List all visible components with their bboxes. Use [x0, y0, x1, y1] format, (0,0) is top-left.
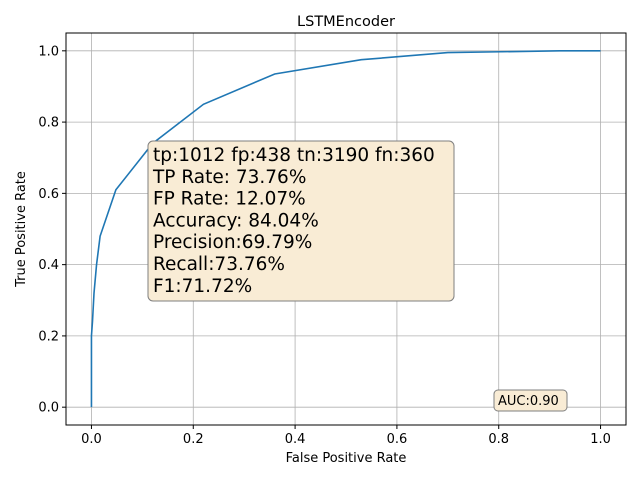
chart-title: LSTMEncoder: [297, 14, 395, 30]
stats-tp-rate: TP Rate: 73.76%: [152, 167, 306, 188]
stats-precision: Precision:69.79%: [153, 232, 312, 253]
stats-box-background: [147, 140, 455, 302]
x-tick-label: 0.4: [285, 432, 306, 447]
y-tick-label: 1.0: [38, 44, 59, 59]
x-tick-label: 0.2: [183, 432, 204, 447]
stats-annotation-box: tp:1012 fp:438 tn:3190 fn:360 TP Rate: 7…: [147, 140, 455, 302]
auc-annotation-box: AUC:0.90: [493, 389, 568, 412]
x-tick-label: 0.0: [81, 432, 102, 447]
x-axis-ticks: 0.0 0.2 0.4 0.6 0.8 1.0: [81, 425, 611, 447]
stats-accuracy: Accuracy: 84.04%: [153, 210, 319, 231]
stats-f1: F1:71.72%: [153, 276, 252, 297]
y-tick-label: 0.6: [38, 187, 59, 202]
x-tick-label: 1.0: [590, 432, 611, 447]
stats-confusion-counts: tp:1012 fp:438 tn:3190 fn:360: [153, 145, 435, 166]
y-tick-label: 0.0: [38, 401, 59, 416]
y-tick-label: 0.8: [38, 116, 59, 131]
auc-value: AUC:0.90: [498, 394, 559, 409]
x-tick-label: 0.6: [387, 432, 408, 447]
y-axis-ticks: 0.0 0.2 0.4 0.6 0.8 1.0: [38, 44, 66, 416]
stats-recall: Recall:73.76%: [153, 254, 285, 275]
y-tick-label: 0.4: [38, 258, 59, 273]
y-tick-label: 0.2: [38, 329, 59, 344]
stats-fp-rate: FP Rate: 12.07%: [153, 189, 306, 210]
plot-area-frame: [65, 32, 627, 426]
roc-curve-line: [90, 50, 601, 408]
x-axis-label: False Positive Rate: [286, 451, 407, 466]
x-tick-label: 0.8: [488, 432, 509, 447]
auc-box-background: [493, 389, 568, 412]
y-axis-label: True Positive Rate: [14, 171, 29, 288]
